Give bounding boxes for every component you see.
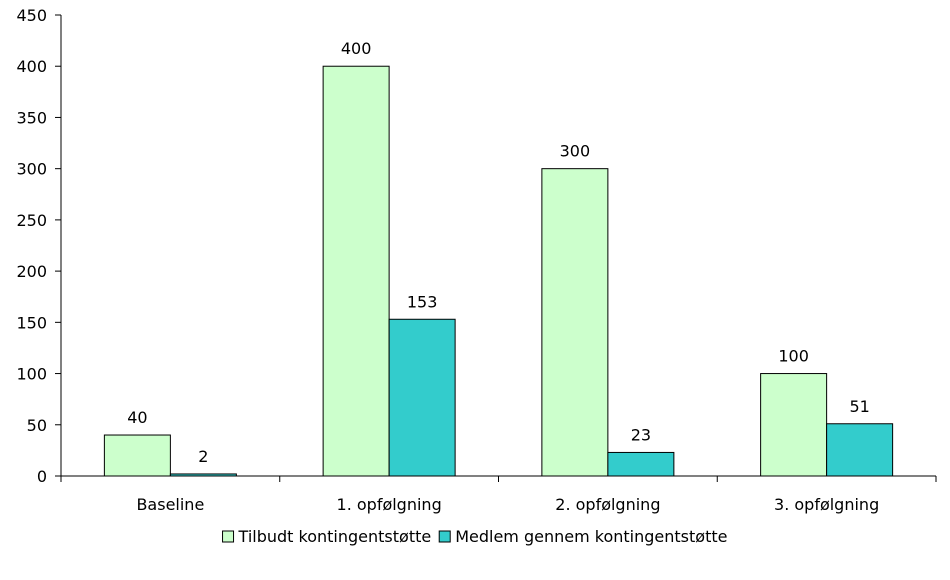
data-label: 300 [560,142,591,161]
bar [169,473,237,477]
bar [388,318,456,477]
y-tick-label: 100 [16,365,47,384]
axes: 0 50 100 150 200 250 300 350 400 450 Baseline 1. op… [16,6,937,514]
y-tick-label: 50 [27,416,47,435]
y-tick-label: 450 [16,6,47,25]
legend-swatch [222,530,235,543]
bars [103,65,894,477]
y-tick-label: 350 [16,108,47,127]
data-label: 2 [198,447,208,466]
bar [103,434,171,477]
bar [541,168,609,477]
x-tick-label: 1. opfølgning [337,495,442,514]
data-label: 51 [849,397,869,416]
legend-item: Medlem gennem kontingentstøtte [438,527,727,546]
data-label: 23 [631,425,651,444]
bar [826,423,894,477]
data-label: 153 [407,292,438,311]
data-label: 40 [127,408,147,427]
data-label: 100 [778,347,809,366]
bar [607,451,675,477]
bar [322,65,390,477]
y-tick-label: 0 [37,467,47,486]
y-tick-label: 400 [16,57,47,76]
y-tick-label: 150 [16,313,47,332]
x-tick-label: Baseline [136,495,204,514]
legend-swatch [438,530,451,543]
bar [760,373,828,477]
legend-item: Tilbudt kontingentstøtte [222,527,432,546]
y-tick-label: 250 [16,211,47,230]
y-tick-label: 300 [16,160,47,179]
data-label: 400 [341,39,372,58]
legend-label: Medlem gennem kontingentstøtte [455,527,727,546]
legend: Tilbudt kontingentstøtte Medlem gennem ko… [222,527,727,546]
y-tick-label: 200 [16,262,47,281]
x-tick-label: 2. opfølgning [555,495,660,514]
x-tick-label: 3. opfølgning [774,495,879,514]
data-labels: 40 400 300 100 2 153 23 51 [127,39,870,466]
legend-label: Tilbudt kontingentstøtte [238,527,432,546]
